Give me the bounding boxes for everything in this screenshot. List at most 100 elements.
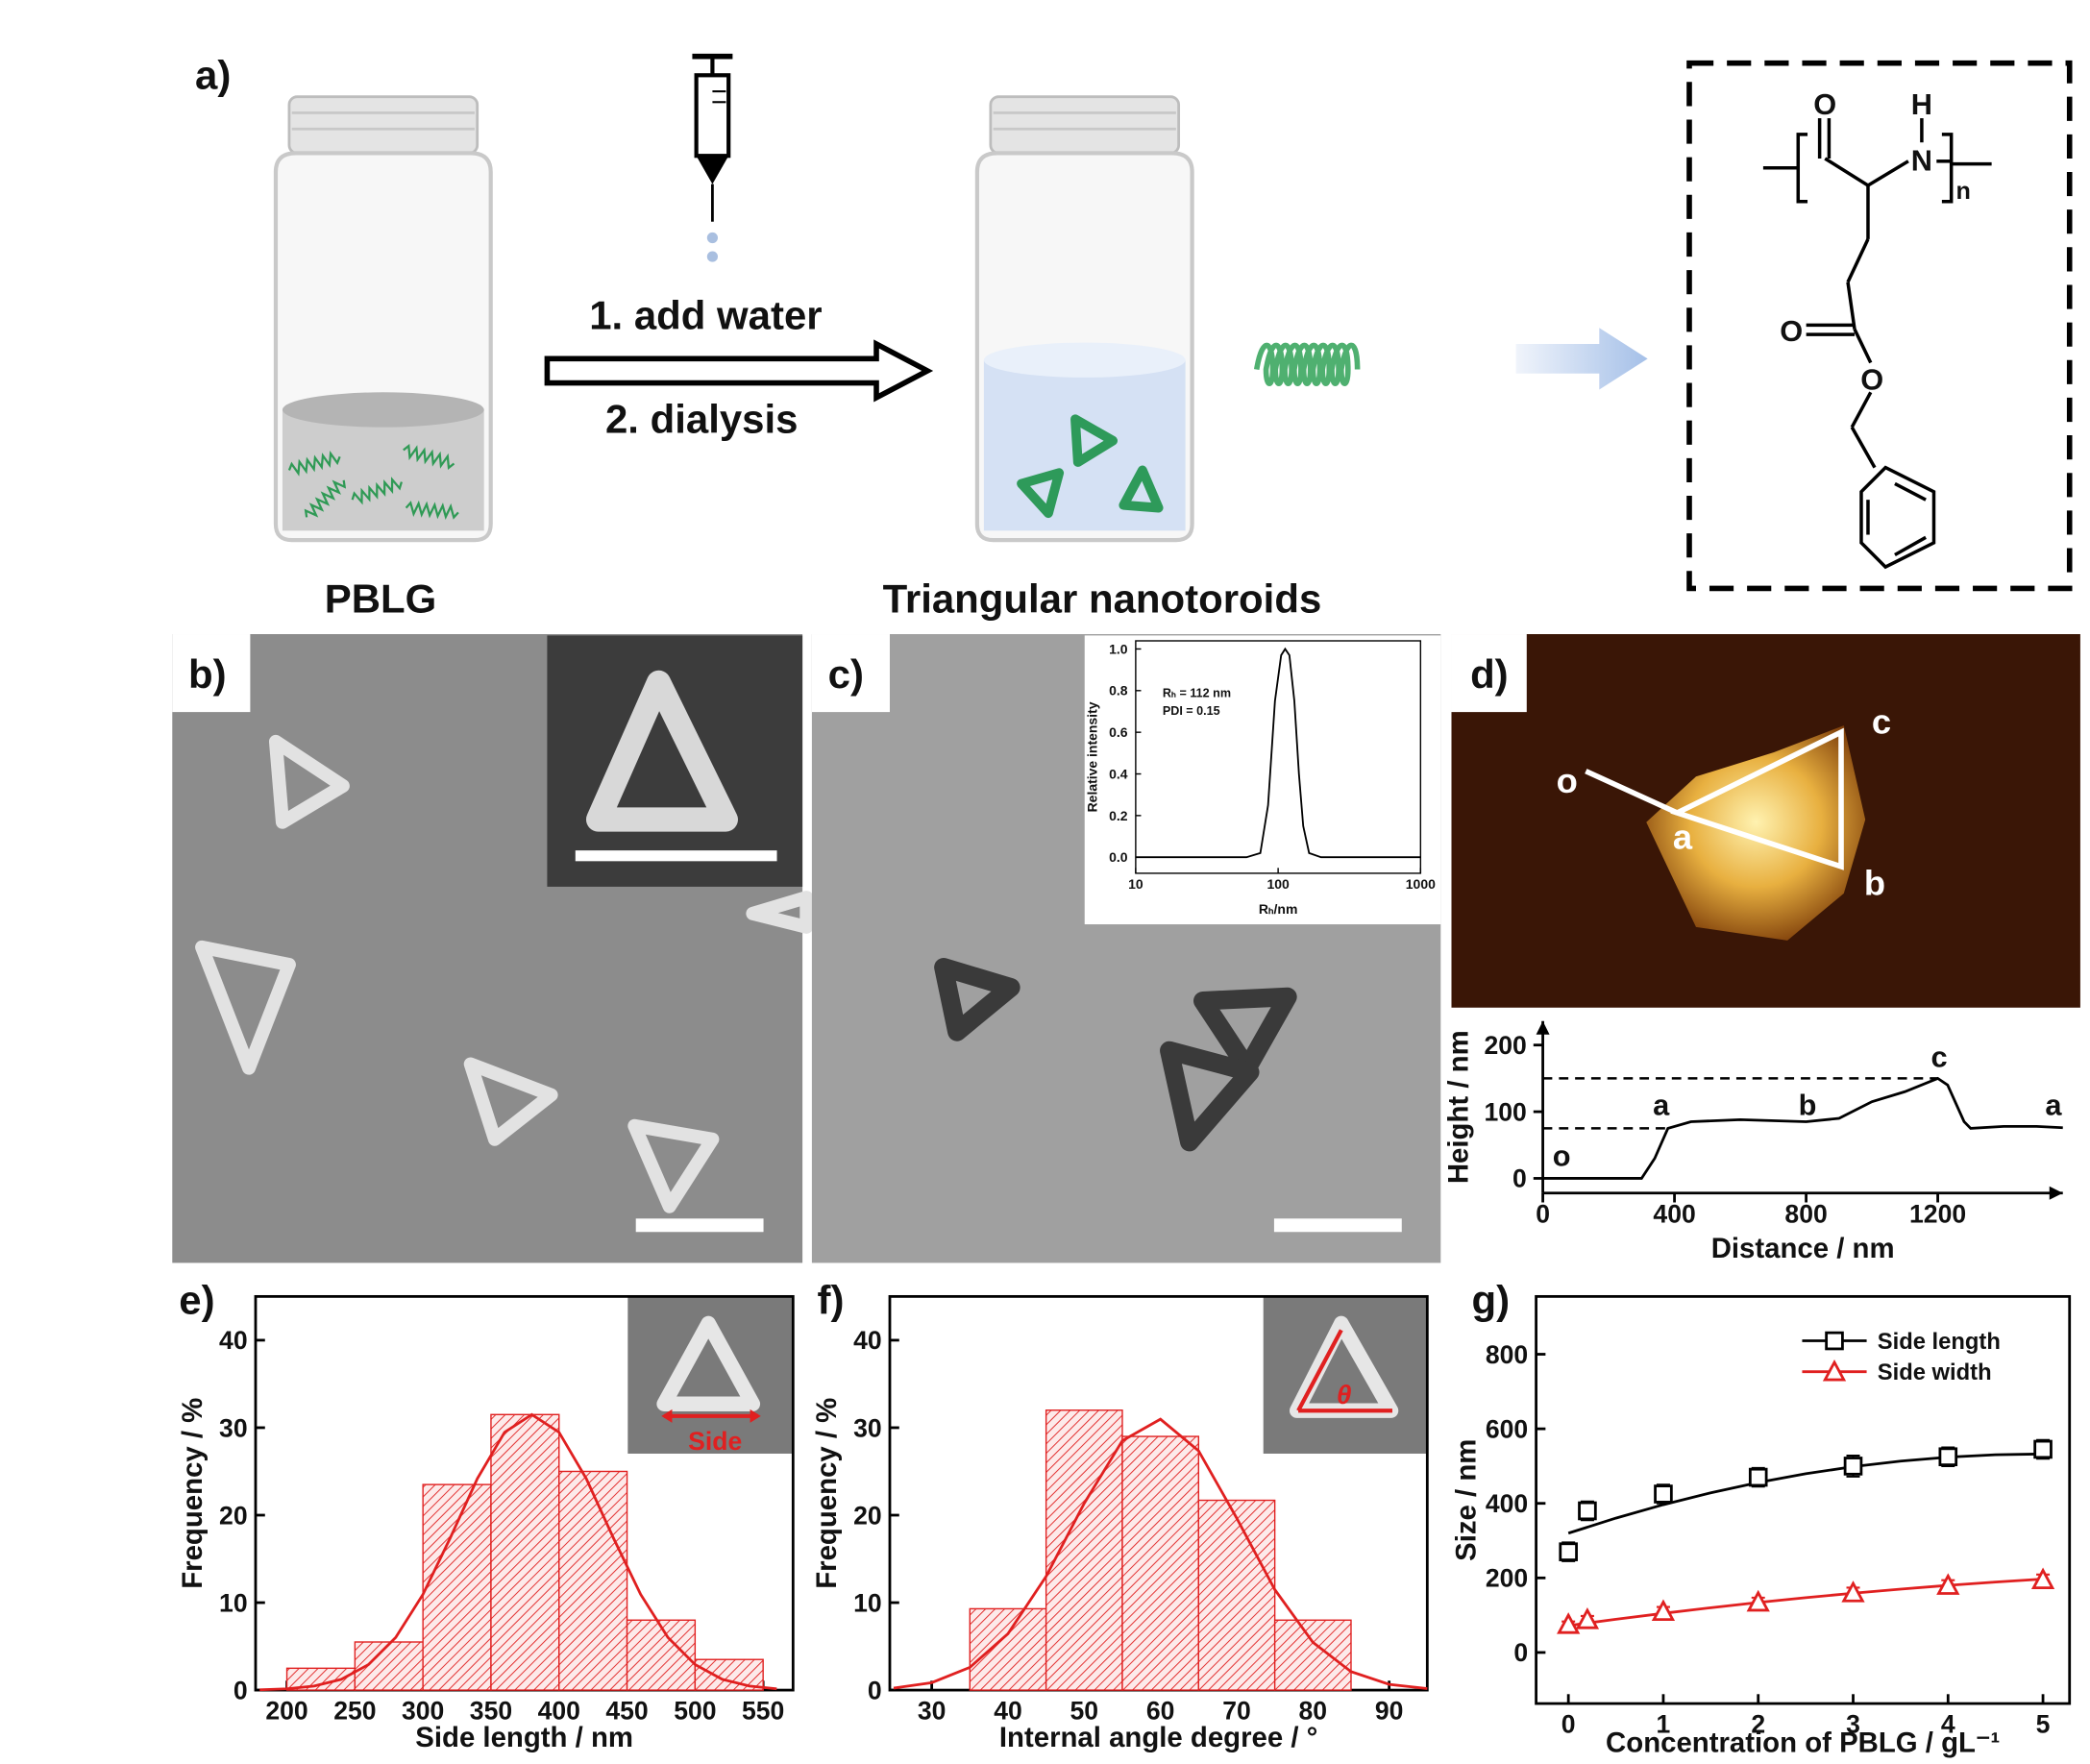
sem-image: [575, 850, 777, 862]
x-tick-label: 550: [742, 1697, 784, 1726]
inset-image: [656, 1315, 761, 1411]
point-label: a: [2045, 1089, 2062, 1122]
x-axis-label: Side length / nm: [415, 1722, 633, 1753]
inset-image: [1296, 1329, 1343, 1412]
sem-image: [635, 1218, 764, 1233]
x-tick-label: 40: [994, 1697, 1022, 1726]
x-tick-label: 4: [1941, 1710, 1955, 1739]
sem-image: [172, 634, 814, 1263]
line: [1135, 647, 1421, 859]
marker: [2030, 1567, 2055, 1590]
y-tick-label: 200: [1486, 1564, 1528, 1593]
chemical-structure: [1850, 391, 1873, 429]
y-tick-label: 400: [1486, 1489, 1528, 1518]
x-axis-label: Internal angle degree / °: [999, 1722, 1318, 1753]
afm-image: [1585, 769, 1679, 816]
atom: O: [1860, 363, 1883, 397]
marker: [1748, 1467, 1768, 1487]
atom: O: [1813, 87, 1836, 121]
afm-image: [1670, 727, 1844, 870]
x-tick-label: 80: [1299, 1697, 1328, 1726]
y-tick-label: 0: [868, 1676, 882, 1704]
y-tick-label: 200: [1485, 1031, 1527, 1060]
y-tick-label: 10: [853, 1588, 882, 1617]
histogram-bar: [694, 1658, 764, 1691]
plot-frame: [1535, 1294, 2072, 1705]
tem-image: [1193, 987, 1297, 1078]
x-axis-label: Rₕ/nm: [1259, 901, 1298, 917]
sem-image: [268, 734, 350, 829]
atom: N: [1911, 144, 1932, 178]
marker: [1575, 1607, 1600, 1629]
chemical-structure: [1853, 328, 1873, 364]
marker: [1843, 1457, 1863, 1476]
step-text: 2. dialysis: [605, 396, 799, 441]
tem-image: [934, 958, 1020, 1041]
panel-label: b): [188, 651, 227, 697]
tem-image: [1084, 635, 1441, 925]
x-axis-label: Distance / nm: [1711, 1233, 1895, 1264]
tem-image: [811, 634, 1441, 1263]
y-tick-label: 0: [234, 1676, 248, 1704]
y-axis-label: Relative intensity: [1084, 701, 1099, 812]
scheme: [1070, 414, 1119, 467]
histogram-bar: [969, 1607, 1047, 1691]
chemical-structure: [1796, 133, 1808, 204]
scheme: 1. add water 2. dialysis PBLG Triangular…: [276, 53, 1648, 622]
sem-image: [195, 940, 296, 1075]
y-tick-label: 0.0: [1109, 849, 1128, 865]
afm-image: [1585, 727, 1844, 870]
scheme: [1017, 414, 1164, 519]
x-tick-label: 400: [1653, 1199, 1695, 1228]
tem-image: [934, 958, 1297, 1152]
atom: n: [1956, 178, 1971, 205]
y-tick-label: 600: [1486, 1414, 1528, 1443]
legend-marker: [1822, 1359, 1847, 1382]
marker: [1746, 1589, 1770, 1612]
point-label: o: [1553, 1139, 1571, 1173]
annotation: PDI = 0.15: [1163, 704, 1220, 718]
scheme: [694, 73, 731, 159]
x-tick-label: 0: [1536, 1199, 1550, 1228]
y-tick-label: 0.8: [1109, 683, 1128, 698]
x-tick-label: 450: [605, 1697, 648, 1726]
inset-image: [661, 1409, 673, 1423]
sem-image: [627, 1118, 720, 1213]
afm-image: o a b c: [1451, 634, 2080, 1008]
x-tick-label: 90: [1375, 1697, 1404, 1726]
line: [1542, 1076, 2063, 1180]
chemical-structure: [1824, 157, 1869, 187]
scheme: [696, 156, 729, 184]
chemical-structure: [1686, 60, 2073, 592]
panel-label: c): [828, 651, 864, 697]
afm-point: c: [1872, 701, 1891, 741]
x-tick-label: 800: [1784, 1199, 1827, 1228]
x-tick-label: 1200: [1909, 1199, 1966, 1228]
y-tick-label: 0.2: [1109, 808, 1128, 823]
panel-label: d): [1470, 651, 1509, 697]
x-tick-label: 5: [2036, 1710, 2051, 1739]
afm-point: b: [1864, 863, 1885, 902]
chemical-structure: [1846, 238, 1870, 283]
scheme: [706, 232, 719, 244]
x-tick-label: 350: [470, 1697, 512, 1726]
afm-point: a: [1673, 818, 1693, 857]
fit-curve: [259, 1412, 777, 1692]
histogram-bar: [1045, 1409, 1123, 1691]
panel-label: f): [817, 1278, 844, 1323]
panel-label: a): [195, 52, 231, 97]
x-tick-label: 60: [1146, 1697, 1175, 1726]
x-tick-label: 0: [1561, 1710, 1576, 1739]
x-tick-label: 50: [1070, 1697, 1099, 1726]
marker: [1938, 1447, 1958, 1467]
marker: [1936, 1573, 1960, 1595]
point-label: c: [1931, 1040, 1948, 1073]
x-tick-label: 400: [538, 1697, 580, 1726]
inset-image: Side: [627, 1296, 794, 1456]
histogram-bar: [422, 1483, 492, 1691]
marker: [1651, 1599, 1676, 1622]
x-tick-label: 250: [333, 1697, 376, 1726]
caption: PBLG: [325, 576, 436, 622]
scheme: [1017, 468, 1065, 519]
step-text: 1. add water: [589, 293, 822, 338]
